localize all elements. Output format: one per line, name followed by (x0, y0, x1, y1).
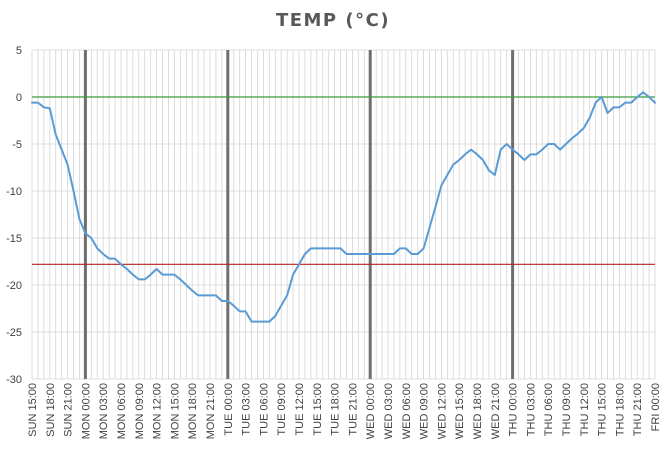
x-tick-label: MON 21:00 (205, 383, 217, 439)
x-tick-label: WED 15:00 (454, 383, 466, 439)
x-tick-label: THU 12:00 (579, 383, 591, 436)
x-tick-label: TUE 18:00 (330, 383, 342, 436)
x-tick-label: MON 15:00 (169, 383, 181, 439)
y-tick-label: -10 (6, 186, 22, 198)
x-tick-label: TUE 21:00 (347, 383, 359, 436)
y-tick-label: 5 (16, 45, 22, 57)
x-tick-label: SUN 15:00 (27, 383, 39, 437)
x-tick-label: MON 00:00 (80, 383, 92, 439)
x-tick-label: TUE 03:00 (241, 383, 253, 436)
y-tick-label: -25 (6, 327, 22, 339)
y-tick-label: -5 (12, 139, 22, 151)
x-tick-label: FRI 00:00 (650, 383, 662, 431)
x-tick-label: SUN 21:00 (63, 383, 75, 437)
x-tick-label: TUE 15:00 (312, 383, 324, 436)
x-tick-label: THU 06:00 (543, 383, 555, 436)
x-tick-label: THU 18:00 (614, 383, 626, 436)
y-tick-label: 0 (16, 92, 22, 104)
x-tick-label: WED 03:00 (383, 383, 395, 439)
x-tick-label: SUN 18:00 (45, 383, 57, 437)
x-tick-label: MON 18:00 (187, 383, 199, 439)
x-tick-label: THU 03:00 (525, 383, 537, 436)
chart-title: TEMP (°C) (275, 10, 391, 31)
x-tick-label: MON 12:00 (152, 383, 164, 439)
y-tick-label: -20 (6, 280, 22, 292)
x-tick-label: MON 06:00 (116, 383, 128, 439)
x-tick-label: WED 09:00 (419, 383, 431, 439)
x-tick-label: TUE 06:00 (258, 383, 270, 436)
y-tick-label: -30 (6, 374, 22, 386)
temperature-series-line (31, 91, 656, 323)
x-tick-label: TUE 00:00 (223, 383, 235, 436)
x-tick-label: THU 09:00 (561, 383, 573, 436)
x-tick-label: THU 21:00 (632, 383, 644, 436)
x-tick-label: WED 00:00 (365, 383, 377, 439)
x-tick-label: WED 06:00 (401, 383, 413, 439)
x-tick-label: MON 09:00 (134, 383, 146, 439)
x-tick-label: THU 15:00 (597, 383, 609, 436)
x-tick-label: WED 21:00 (490, 383, 502, 439)
y-tick-label: -15 (6, 233, 22, 245)
x-tick-label: WED 18:00 (472, 383, 484, 439)
x-tick-label: MON 03:00 (98, 383, 110, 439)
x-tick-label: THU 00:00 (508, 383, 520, 436)
x-tick-label: WED 12:00 (436, 383, 448, 439)
x-tick-label: TUE 12:00 (294, 383, 306, 436)
x-tick-label: TUE 09:00 (276, 383, 288, 436)
